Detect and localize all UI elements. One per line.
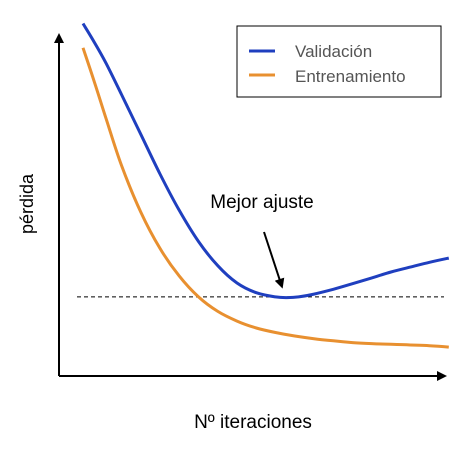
series-line-entrenamiento [81, 47, 449, 349]
y-axis-label: pérdida [17, 173, 37, 234]
axes [54, 33, 447, 381]
legend-label-entrenamiento: Entrenamiento [295, 67, 406, 86]
x-axis-label: Nº iteraciones [194, 412, 312, 433]
annotation-label: Mejor ajuste [210, 192, 314, 213]
legend-label-validacion: Validación [295, 42, 372, 61]
best-fit-annotation: Mejor ajuste [210, 192, 314, 289]
annotation-arrow [263, 231, 285, 289]
series-layer [81, 22, 450, 349]
legend: Validación Entrenamiento [236, 25, 442, 98]
legend-box [236, 25, 442, 98]
series-line-validacion [81, 22, 450, 300]
